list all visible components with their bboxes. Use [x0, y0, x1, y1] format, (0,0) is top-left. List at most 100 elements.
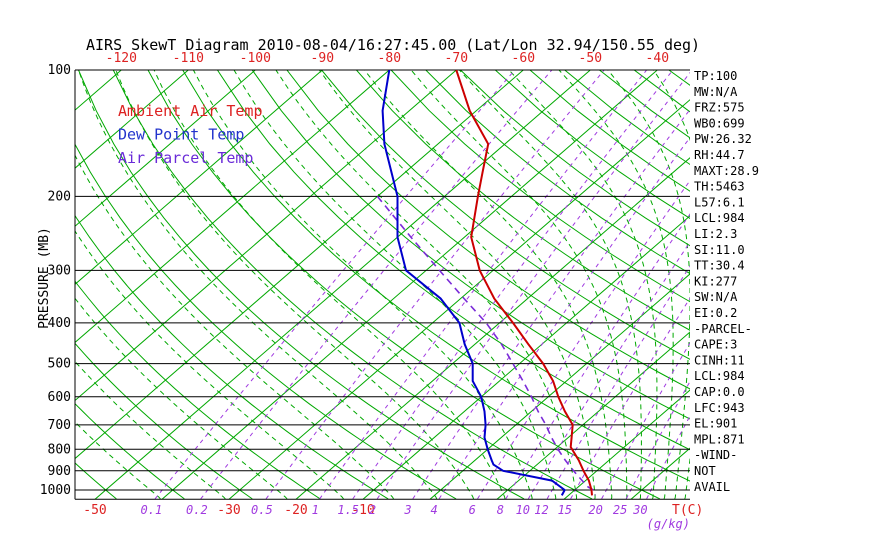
legend-label-parcel: Air Parcel Temp [118, 149, 253, 167]
mixing-ratio-line [546, 265, 690, 500]
mixing-ratio-line [601, 342, 690, 500]
moist-adiabat-line [558, 70, 674, 500]
stat-line: PW:26.32 [694, 132, 752, 146]
stat-line: FRZ:575 [694, 101, 745, 115]
moist-adiabat-line [75, 297, 288, 500]
dry-adiabat-line [321, 70, 690, 360]
moist-adiabat-line [233, 70, 557, 500]
mixing-ratio-tick-label: 0.1 [141, 503, 163, 517]
moist-adiabat-line [318, 70, 596, 500]
dry-adiabat-line [75, 280, 321, 500]
dry-adiabat-line [182, 70, 690, 482]
isotherm-line [94, 70, 591, 500]
stat-line: EL:901 [694, 417, 737, 431]
top-temp-tick-label: -70 [445, 51, 468, 66]
stat-line: LI:2.3 [694, 227, 737, 241]
pressure-tick-label: 800 [48, 442, 71, 457]
mixing-ratio-tick-label: 8 [497, 503, 504, 517]
stat-line: SW:N/A [694, 290, 738, 304]
mixing-ratio-unit-label: (g/kg) [647, 517, 690, 531]
pressure-tick-label: 300 [48, 263, 71, 278]
top-temp-tick-label: -110 [173, 51, 204, 66]
mixing-ratio-tick-label: 3 [403, 503, 411, 517]
pressure-tick-label: 100 [48, 63, 71, 78]
stat-line: RH:44.7 [694, 148, 745, 162]
stat-line: NOT [694, 464, 716, 478]
legend-label-ambient: Ambient Air Temp [118, 102, 263, 120]
stat-line: MPL:871 [694, 432, 745, 446]
mixing-ratio-tick-label: 12 [534, 503, 548, 517]
isotherm-line [228, 99, 690, 500]
stat-line: SI:11.0 [694, 243, 745, 257]
dry-adiabat-line [0, 70, 49, 499]
moist-adiabat-line [508, 70, 658, 500]
stat-line: KI:277 [694, 274, 737, 288]
stat-line: CINH:11 [694, 353, 745, 367]
isotherm-line [362, 215, 690, 500]
stat-line: WB0:699 [694, 116, 745, 130]
stat-line: EI:0.2 [694, 306, 737, 320]
mixing-ratio-line [527, 241, 690, 500]
stat-line: TP:100 [694, 69, 737, 83]
dry-adiabat-line [75, 143, 457, 500]
top-temp-tick-label: -100 [240, 51, 271, 66]
bottom-temp-tick-label: -50 [83, 503, 106, 518]
dry-adiabat-line [494, 70, 690, 219]
dry-adiabat-line [75, 462, 117, 500]
pressure-tick-label: 400 [48, 316, 71, 331]
mixing-ratio-line [625, 380, 690, 500]
dry-adiabat-line [390, 70, 690, 303]
stat-line: CAP:0.0 [694, 385, 745, 399]
stat-line: LCL:984 [694, 211, 745, 225]
dry-adiabat-line [356, 70, 690, 331]
top-temp-tick-label: -40 [646, 51, 669, 66]
dew-point-temp-curve [381, 70, 566, 496]
top-temp-tick-label: -90 [311, 51, 334, 66]
temp-unit-label: T(C) [672, 503, 703, 518]
moist-adiabat-line [607, 70, 690, 500]
isotherm-line [75, 70, 524, 460]
dry-adiabat-line [425, 70, 690, 275]
mixing-ratio-tick-label: 0.2 [186, 503, 208, 517]
moist-adiabat-line [192, 70, 533, 500]
top-temp-tick-label: -60 [512, 51, 535, 66]
stat-line: -WIND- [694, 448, 737, 462]
dry-adiabat-line [286, 70, 690, 390]
moist-adiabat-line [75, 230, 345, 500]
dry-adiabat-line [75, 214, 389, 500]
bottom-temp-tick-label: -20 [284, 503, 307, 518]
mixing-ratio-tick-label: 15 [558, 503, 572, 517]
stat-line: -PARCEL- [694, 322, 752, 336]
mixing-ratio-line [505, 213, 690, 500]
mixing-ratio-tick-label: 2 [369, 503, 376, 517]
background-grid [0, 70, 690, 500]
stat-line: LFC:943 [694, 401, 745, 415]
mixing-ratio-line [376, 71, 690, 500]
stat-line: L57:6.1 [694, 195, 745, 209]
pressure-tick-label: 200 [48, 189, 71, 204]
ambient-air-temp-curve [455, 70, 593, 496]
isotherm-line [75, 70, 323, 286]
bottom-temp-tick-label: -30 [217, 503, 240, 518]
moist-adiabat-line [459, 70, 642, 500]
top-temp-tick-label: -50 [579, 51, 602, 66]
mixing-ratio-line [570, 297, 690, 500]
dry-adiabat-line [251, 70, 690, 420]
top-temp-tick-label: -80 [378, 51, 401, 66]
stat-line: MW:N/A [694, 85, 738, 99]
stat-line: TT:30.4 [694, 259, 745, 273]
stat-line: TH:5463 [694, 180, 745, 194]
isotherm-line [496, 331, 690, 500]
isotherm-line [75, 70, 189, 169]
dry-adiabat-line [460, 70, 690, 247]
mixing-ratio-tick-label: 4 [430, 503, 437, 517]
moist-adiabat-line [115, 70, 475, 500]
dry-adiabat-line [112, 70, 593, 500]
top-temp-tick-label: -120 [106, 51, 137, 66]
mixing-ratio-line [319, 70, 648, 500]
isotherm-line [75, 70, 256, 227]
mixing-ratio-line [265, 70, 605, 500]
mixing-ratio-tick-label: 1.5 [337, 503, 359, 517]
moist-adiabat-line [78, 70, 438, 500]
